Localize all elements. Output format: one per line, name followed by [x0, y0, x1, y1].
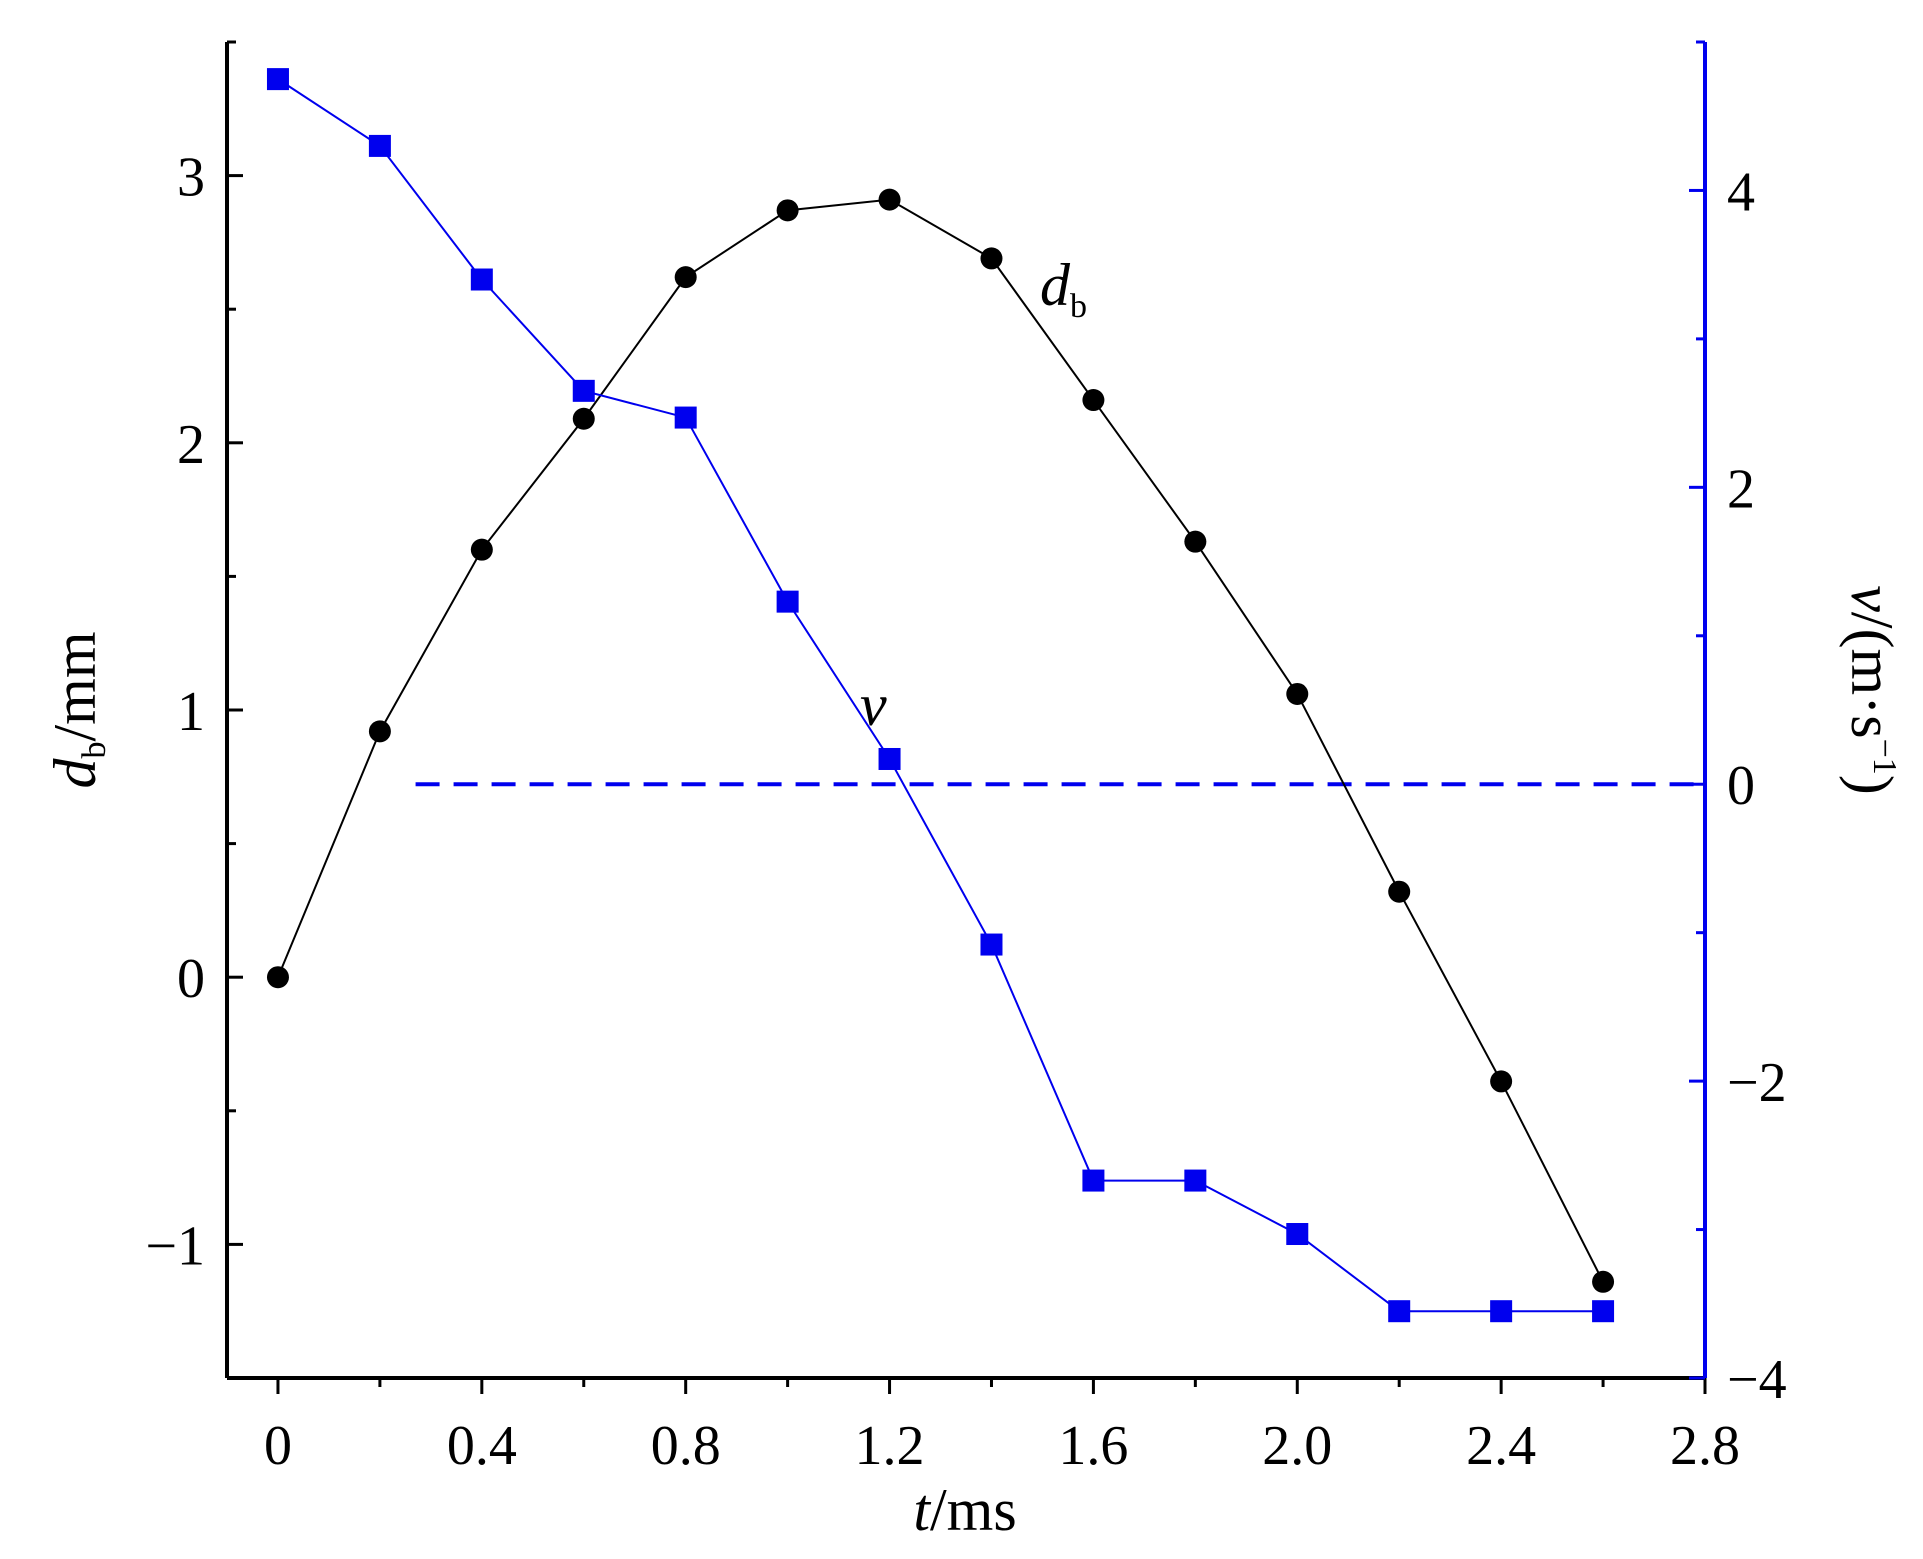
y-right-tick-label: −4 [1727, 1349, 1787, 1411]
x-tick-label: 0.8 [651, 1415, 721, 1477]
y-left-tick-label: −1 [145, 1215, 205, 1277]
data-point-v [1286, 1223, 1309, 1246]
data-point-v [266, 68, 289, 91]
series-label-db: db [1040, 252, 1087, 325]
axes-group: 0 0.4 0.8 1.2 1.6 2.0 2.4 2.8 −1 0 1 2 3 −4 −2 0 2 4 [145, 40, 1787, 1477]
data-point-v [572, 379, 595, 402]
x-tick-label: 2.0 [1262, 1415, 1332, 1477]
data-point-db [674, 266, 697, 289]
data-point-db [776, 199, 799, 222]
data-point-db [878, 188, 901, 211]
data-point-db [1490, 1070, 1513, 1093]
x-tick-label: 1.6 [1058, 1415, 1128, 1477]
series-group [266, 68, 1615, 1323]
data-point-v [470, 268, 493, 291]
y-left-tick-label: 3 [177, 147, 205, 209]
data-point-db [1388, 880, 1411, 903]
data-point-v [878, 747, 901, 770]
data-point-v [1184, 1169, 1207, 1192]
data-point-db [1184, 530, 1207, 553]
y-left-tick-label: 2 [177, 414, 205, 476]
y-left-tick-label: 1 [177, 681, 205, 743]
y-left-tick-label: 0 [177, 948, 205, 1010]
data-point-v [1388, 1300, 1411, 1323]
data-point-db [572, 407, 595, 430]
data-point-v [674, 406, 697, 429]
y-right-tick-label: 0 [1727, 755, 1755, 817]
y-left-axis-title: db/mm [42, 631, 113, 788]
x-tick-label: 0 [264, 1415, 292, 1477]
data-point-v [1082, 1169, 1105, 1192]
data-point-db [980, 247, 1003, 270]
data-point-db [266, 966, 289, 989]
x-tick-label: 2.8 [1670, 1415, 1740, 1477]
data-point-v [980, 933, 1003, 956]
x-tick-label: 0.4 [447, 1415, 517, 1477]
data-point-db [1082, 389, 1105, 412]
data-point-db [368, 720, 391, 743]
x-tick-label: 1.2 [855, 1415, 925, 1477]
data-point-db [1286, 682, 1309, 705]
series-line-db [277, 198, 1604, 1283]
y-right-tick-label: 2 [1727, 458, 1755, 520]
y-right-tick-label: −2 [1727, 1052, 1787, 1114]
y-right-tick-label: 4 [1727, 161, 1755, 223]
data-point-db [470, 538, 493, 561]
series-label-v: v [860, 672, 887, 738]
data-point-v [1592, 1300, 1615, 1323]
x-axis-title: t/ms [913, 1477, 1016, 1543]
data-point-v [776, 590, 799, 613]
x-tick-label: 2.4 [1466, 1415, 1536, 1477]
data-point-v [368, 134, 391, 157]
data-point-db [1592, 1270, 1615, 1293]
series-line-v [277, 78, 1604, 1313]
data-point-v [1490, 1300, 1513, 1323]
y-right-axis-title: v/(m·s−1) [1839, 585, 1905, 794]
